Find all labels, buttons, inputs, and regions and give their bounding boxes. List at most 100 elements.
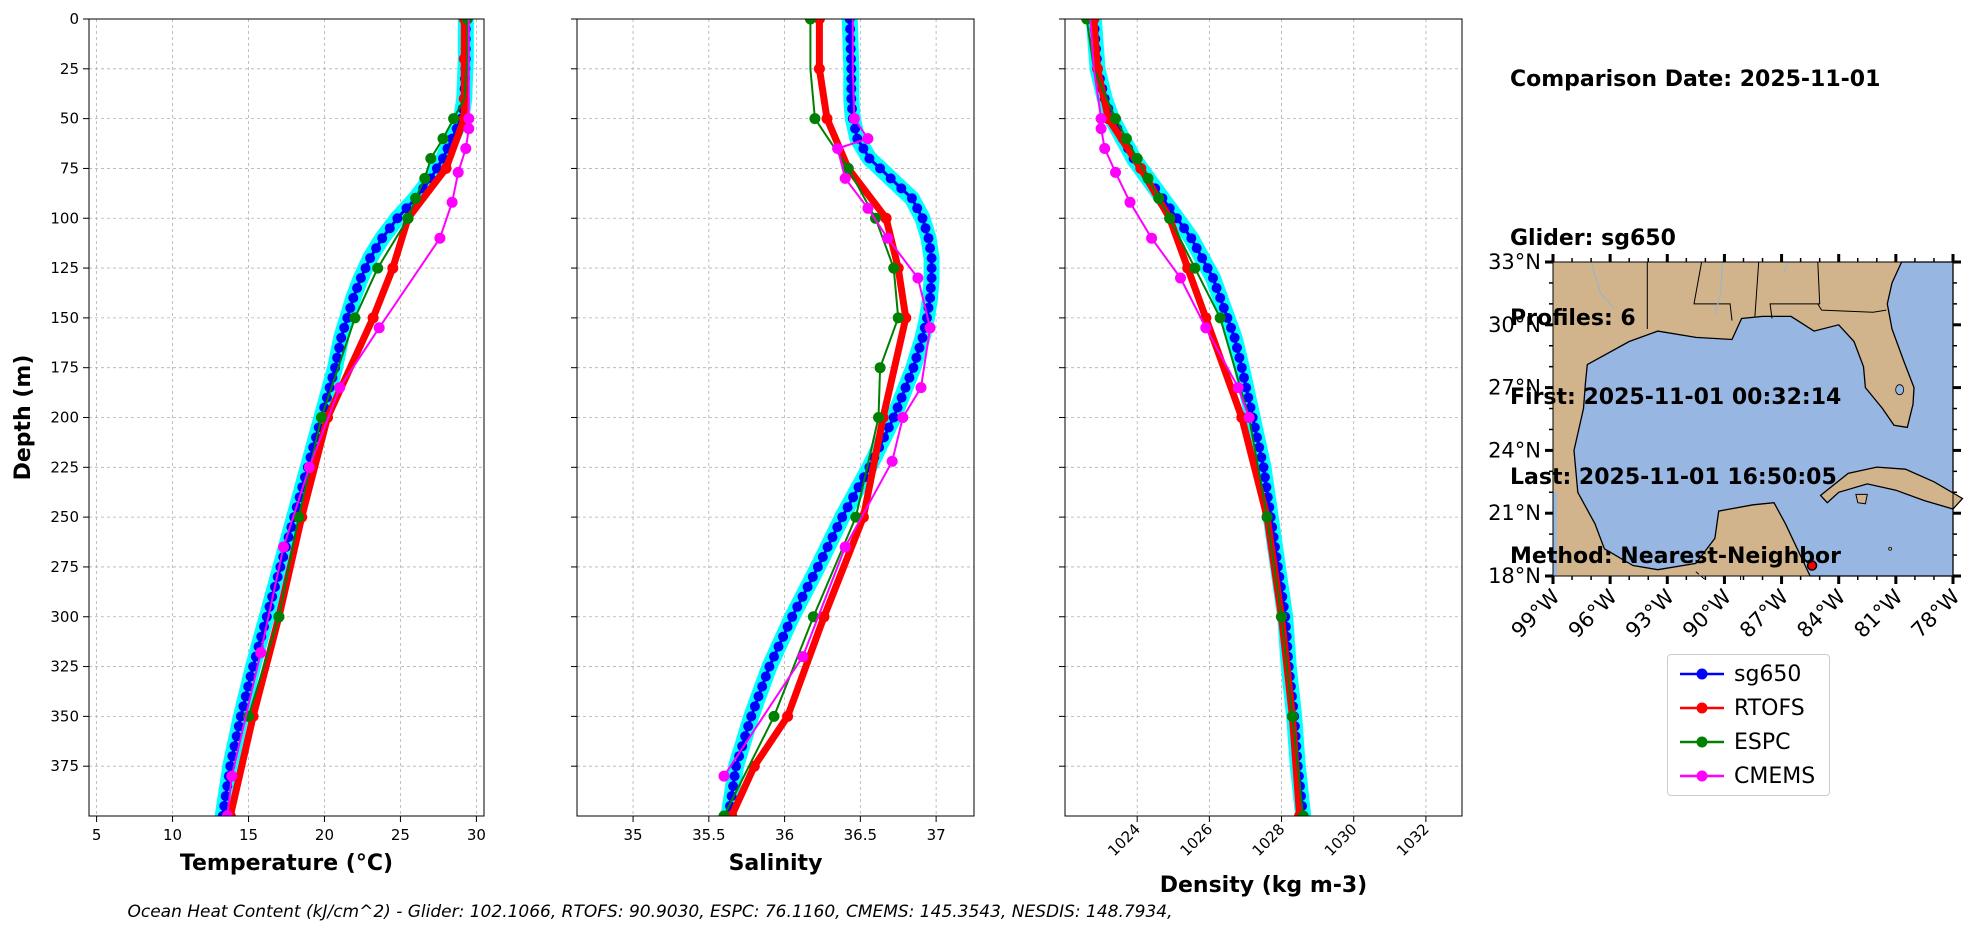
x-tick-label: 15 [239,826,258,844]
series-cmems-point [912,272,924,284]
series-cmems-point [373,322,385,334]
series-sg650-point [926,273,937,283]
profile-count: Profiles: 6 [1510,305,1636,331]
series-sg650-point [1259,472,1270,483]
series-espc-point [315,412,327,423]
series-sg650-point [892,402,903,413]
series-sg650-point [1252,432,1262,443]
series-sg650-point [914,342,925,353]
series-sg650-point [896,392,907,403]
map-lat-label: 21°N [1488,501,1541,525]
series-sg650-point [1211,283,1222,293]
series-sg650-point [231,731,242,742]
series-sg650-point [845,33,856,44]
series-rtofs-point [813,63,825,75]
series-sg650-point [885,173,896,184]
series-espc-point [768,710,780,722]
x-tick-label: 37 [927,826,946,844]
series-cmems-line [723,19,932,777]
series-sg650-point [1232,342,1242,353]
series-espc-point [1276,611,1287,623]
series-sg650-point [1254,442,1265,453]
x-tick-label: 36 [775,826,794,844]
series-cmems-point [882,232,894,244]
series-sg650-point [773,641,784,652]
series-espc-point [873,412,884,423]
map-water-corner [1553,492,1557,576]
series-sg650-point [229,741,240,752]
series-sg650-point [920,223,931,234]
series-sg650-point [911,352,922,363]
series-cmems-point [226,770,238,782]
series-rtofs-point [813,19,825,25]
series-cmems-point [1110,166,1121,178]
salinity-panel: 35 35.5 36 36.5 37 Salinity [571,18,975,876]
series-sg650-point [917,213,928,224]
legend-label-cmems: CMEMS [1734,763,1816,789]
series-sg650-point [778,631,789,642]
series-cmems-point [1095,123,1107,135]
x-axis-label: Temperature (°C) [180,851,393,876]
series-cmems-point [446,196,458,208]
series-sg650-point [875,163,886,174]
series-sg650-point [1197,253,1208,264]
series-rtofs-point [748,760,760,772]
series-sg650-point [1258,462,1269,473]
series-sg650-point [245,671,256,682]
x-tick-label: 1024 [1104,820,1144,860]
series-sg650-point [1218,302,1229,313]
series-sg650-point [1208,273,1218,283]
series-sg650-point [822,542,833,552]
series-sg650-point [850,123,861,134]
temperature-panel: 0 25 50 75 100 125 150 175 200 225 250 275 300 325 350… [11,10,486,876]
series-sg650-point [1215,292,1226,303]
series-espc-point [273,611,285,623]
series-rtofs-point [782,710,794,722]
series-sg650-point [1202,263,1213,274]
x-tick-label: 1026 [1176,820,1216,860]
series-sg650-point [220,791,231,802]
series-sg650-point [900,382,911,393]
y-axis-label: Depth (m) [11,355,36,481]
series-sg650-point [832,522,843,533]
y-tick-label: 150 [50,309,79,327]
series-sg650-point [1241,382,1252,393]
series-espc-point [1214,312,1226,324]
map-river [1590,261,1615,309]
map-river [1714,261,1724,315]
series-sg650-point [837,512,848,523]
info-spacer [1510,147,1880,174]
location-map: 99°W 96°W 93°W 90°W 87°W 84°W 81°W 78°W33°N30°N… [1488,250,1965,643]
series-espc-point [842,162,854,174]
legend-item-cmems: CMEMS [1678,759,1815,793]
y-tick-label: 125 [50,259,79,277]
series-sg650-point [764,661,775,672]
series-rtofs-point [900,312,912,324]
series-sg650-point [782,621,793,632]
series-sg650-point [846,73,857,84]
series-cmems-point [1146,232,1158,244]
series-sg650-point [925,283,936,293]
series-espc-point [1286,710,1298,722]
legend-swatch-sg650 [1680,668,1724,680]
series-sg650-point [243,681,254,692]
series-espc-point [892,312,904,324]
ohc-footer: Ocean Heat Content (kJ/cm^2) - Glider: 1… [127,902,1173,922]
map-lat-label: 18°N [1488,564,1541,588]
series-sg650-point [888,412,899,423]
map-cayman [1888,546,1893,551]
series-rtofs-point [440,162,452,174]
legend-swatch-rtofs [1680,702,1724,714]
series-sg650-point [360,263,371,274]
series-sg650-point [792,601,803,612]
series-espc-point [1131,153,1143,164]
series-cmems-point [334,382,346,394]
series-espc-point [1297,810,1309,816]
series-sg650-point [807,571,818,582]
legend-item-espc: ESPC [1678,725,1791,759]
series-espc-point [437,133,449,145]
y-tick-label: 250 [50,508,79,526]
legend-item-rtofs: RTOFS [1678,691,1805,725]
series-rtofs-point [821,113,833,125]
series-sg650-point [846,63,857,74]
